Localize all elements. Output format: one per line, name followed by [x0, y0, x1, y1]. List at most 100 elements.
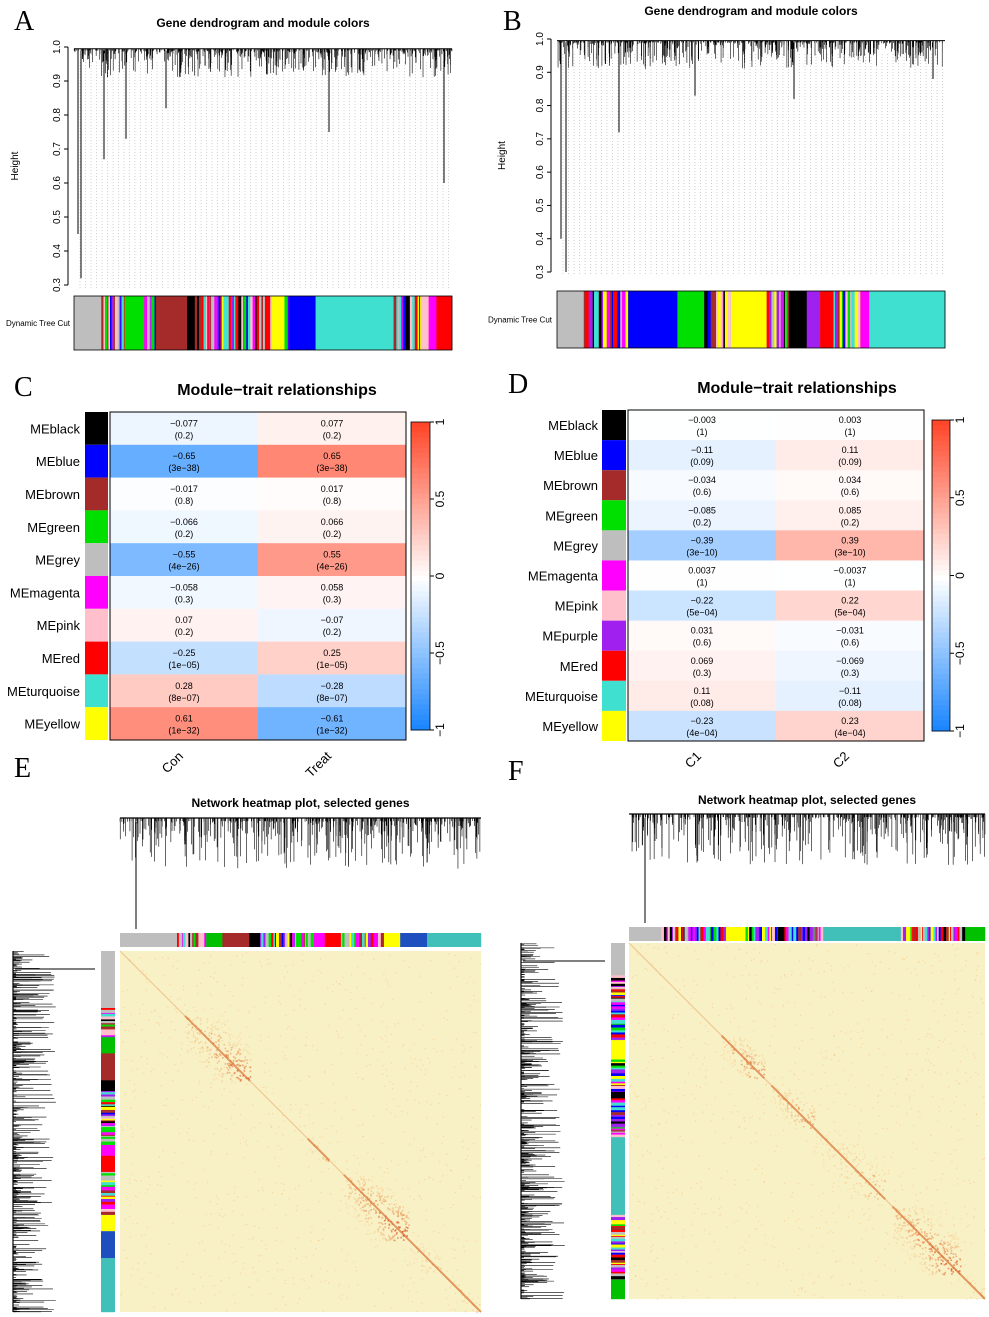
tom-cell — [428, 1254, 430, 1257]
tom-noise — [329, 1142, 331, 1144]
module-stripe — [241, 296, 243, 350]
tom-noise — [209, 1224, 211, 1226]
module-stripe — [243, 296, 247, 350]
legend-step — [932, 663, 950, 670]
legend-step — [411, 570, 430, 577]
tom-noise — [156, 1021, 158, 1024]
tom-noise — [459, 1076, 461, 1078]
tom-noise — [228, 1245, 231, 1247]
legend-step — [411, 432, 430, 438]
tom-noise — [189, 1301, 191, 1303]
tom-cell — [389, 1189, 392, 1191]
tom-noise — [334, 1110, 336, 1112]
tom-cell — [214, 1073, 217, 1076]
tom-noise — [324, 1070, 326, 1073]
tom-noise — [296, 1205, 298, 1207]
module-stripe — [113, 296, 116, 350]
tom-noise — [278, 995, 280, 997]
tom-cell — [400, 1200, 402, 1203]
tom-cell — [214, 1052, 217, 1055]
tom-noise — [324, 1280, 326, 1282]
tom-noise — [431, 1152, 433, 1155]
tom-cell — [388, 1188, 390, 1190]
module-stripe — [605, 291, 607, 348]
tom-cell — [210, 1048, 212, 1051]
tom-cell — [193, 1066, 195, 1068]
module-stripe — [101, 1029, 115, 1033]
tom-noise — [144, 1234, 147, 1236]
tom-noise — [172, 965, 174, 967]
module-stripe — [242, 296, 244, 350]
tom-noise — [356, 1172, 358, 1174]
tom-noise — [167, 1056, 169, 1058]
legend-step — [932, 523, 950, 530]
cell-value: −0.22 — [691, 596, 714, 606]
tom-cell — [360, 1177, 363, 1180]
module-stripe — [625, 291, 629, 348]
tom-cell — [205, 1061, 207, 1063]
legend-step — [411, 447, 430, 454]
tom-noise — [243, 961, 245, 963]
tom-noise — [416, 1291, 419, 1294]
module-stripe — [218, 296, 221, 350]
tom-noise — [184, 1004, 186, 1006]
module-stripe — [289, 933, 291, 947]
legend-tick-label: 0 — [953, 572, 967, 579]
tom-noise — [245, 1196, 247, 1198]
tom-cell — [405, 1226, 408, 1228]
tom-noise — [454, 967, 456, 969]
tom-cell — [349, 1177, 351, 1180]
tom-noise — [404, 1260, 406, 1262]
tom-noise — [244, 1156, 246, 1159]
tom-noise — [390, 1209, 392, 1211]
cell-value: 0.11 — [842, 445, 859, 455]
tom-noise — [239, 1142, 241, 1145]
tom-noise — [412, 1231, 415, 1234]
tom-noise — [422, 1149, 425, 1151]
cell-pvalue: (1) — [697, 578, 708, 588]
module-stripe — [784, 291, 786, 348]
tom-noise — [456, 975, 458, 977]
tom-noise — [384, 1085, 386, 1087]
tom-noise — [383, 1171, 385, 1174]
tom-cell — [408, 1183, 410, 1185]
module-swatch-MEpink — [85, 608, 108, 642]
tom-noise — [210, 1056, 213, 1058]
tom-cell — [398, 1192, 400, 1194]
tom-cell — [405, 1221, 408, 1224]
tom-noise — [260, 1254, 262, 1257]
tom-noise — [131, 1135, 134, 1138]
module-stripe — [370, 933, 374, 947]
tom-cell — [426, 1241, 429, 1244]
tom-noise — [174, 1064, 176, 1066]
tom-noise — [407, 1297, 409, 1299]
tom-noise — [408, 1143, 411, 1145]
tom-noise — [254, 1171, 256, 1174]
tom-noise — [470, 957, 472, 960]
cell-pvalue: (0.3) — [323, 594, 342, 604]
module-segment — [730, 291, 767, 348]
tom-noise — [364, 1035, 366, 1037]
tom-cell — [353, 1226, 355, 1228]
legend-step — [932, 497, 950, 504]
tom-noise — [283, 1183, 285, 1185]
cell-pvalue: (0.08) — [838, 698, 862, 708]
module-stripe — [101, 1091, 115, 1093]
legend-step — [411, 663, 430, 669]
cell-pvalue: (8e−07) — [168, 693, 199, 703]
tom-noise — [186, 1010, 189, 1012]
tom-cell — [440, 1267, 442, 1270]
cell-MEbrown-Treat — [258, 477, 407, 511]
tom-noise — [265, 996, 267, 998]
module-stripe — [154, 296, 157, 350]
module-stripe — [204, 933, 206, 947]
tom-noise — [472, 1298, 474, 1300]
tom-cell — [394, 1176, 396, 1178]
tom-noise — [337, 1033, 339, 1036]
tom-cell — [352, 1216, 355, 1219]
panel-A-y-tick-label: 0.5 — [52, 210, 63, 224]
tom-cell — [245, 1049, 248, 1052]
tom-cell — [249, 1053, 251, 1055]
module-stripe — [144, 296, 146, 350]
tom-noise — [430, 992, 433, 994]
